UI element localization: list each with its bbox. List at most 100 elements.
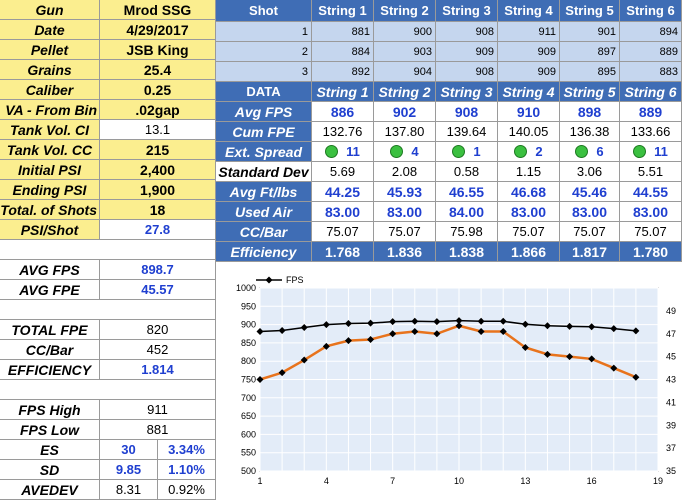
data-value-text: 84.00 <box>448 203 485 220</box>
shot-value: 908 <box>436 22 498 42</box>
shot-value-text: 909 <box>475 45 494 58</box>
data-value: 75.07 <box>560 222 620 242</box>
data-value: 44.55 <box>620 182 682 202</box>
y-tick-label: 500 <box>241 466 256 476</box>
sd-label: SD <box>0 460 100 480</box>
shot-value-text: 900 <box>413 25 432 38</box>
avedev-value-text: 8.31 <box>115 482 142 497</box>
y2-tick-label: 41 <box>666 397 676 407</box>
data-value: 84.00 <box>436 202 498 222</box>
data-value-text: 137.80 <box>384 124 425 139</box>
data-value-text: 44.25 <box>324 183 361 200</box>
series-line <box>259 319 636 333</box>
avg-fps-label: AVG FPS <box>0 260 100 280</box>
data-point-marker <box>322 342 330 350</box>
fps-high-label-text: FPS High <box>18 401 81 418</box>
data-value: 910 <box>498 102 560 122</box>
total-shots-value-text: 18 <box>149 201 166 218</box>
data-value: 139.64 <box>436 122 498 142</box>
data-row-label: Used Air <box>216 202 312 222</box>
sd-pct-text: 1.10% <box>168 462 205 477</box>
data-point-marker <box>256 376 264 383</box>
data-value: 1.817 <box>560 242 620 262</box>
efficiency-value-text: 1.814 <box>141 362 174 377</box>
data-value: 75.07 <box>312 222 374 242</box>
data-string-header-text: String 6 <box>624 83 677 100</box>
data-point-marker <box>477 317 485 325</box>
fps-low-value: 881 <box>100 420 216 440</box>
total-shots-label-text: Total. of Shots <box>0 201 97 218</box>
tank-cc-label: Tank Vol. CC <box>0 140 100 160</box>
data-point-marker <box>499 327 507 335</box>
y2-tick-label: 45 <box>666 352 676 362</box>
shot-string-header-text: String 2 <box>380 3 429 18</box>
va-value: .02gap <box>100 100 216 120</box>
y2-tick-label: 49 <box>666 306 676 316</box>
status-dot-icon <box>325 145 339 158</box>
shot-string-header: String 1 <box>312 0 374 22</box>
data-value-text: 44.55 <box>632 183 669 200</box>
data-point-marker <box>588 355 596 363</box>
data-point-marker <box>256 328 264 336</box>
data-row-label-text: Standard Dev <box>218 163 309 180</box>
shot-value: 892 <box>312 62 374 82</box>
data-point-marker <box>499 317 507 325</box>
y2-tick-label: 37 <box>666 443 676 453</box>
data-value-text: 5.69 <box>329 164 356 179</box>
y-tick-label: 650 <box>241 411 256 421</box>
avedev-value: 8.31 <box>100 480 158 500</box>
shot-value: 894 <box>620 22 682 42</box>
shot-number-text: 2 <box>301 45 308 58</box>
data-value: 140.05 <box>498 122 560 142</box>
pellet-label: Pellet <box>0 40 100 60</box>
status-dot-icon <box>633 145 647 158</box>
data-value-text: 5.51 <box>637 164 664 179</box>
shot-string-header: String 3 <box>436 0 498 22</box>
initial-psi-value-text: 2,400 <box>139 161 176 178</box>
data-row-label-text: Avg FPS <box>234 103 293 120</box>
data-value-text: 139.64 <box>446 124 487 139</box>
data-value-text: 75.07 <box>388 224 421 239</box>
avedev-pct-text: 0.92% <box>168 482 205 497</box>
data-value: 136.38 <box>560 122 620 142</box>
data-value-text: 83.00 <box>571 203 608 220</box>
data-value-text: 83.00 <box>632 203 669 220</box>
data-value-text: 1.768 <box>324 243 361 260</box>
shot-header: Shot <box>216 0 312 22</box>
x-tick-label: 4 <box>324 476 329 486</box>
data-row-label: Standard Dev <box>216 162 312 182</box>
data-value: 2 <box>498 142 560 162</box>
data-value-text: 136.38 <box>569 124 610 139</box>
data-value-text: 83.00 <box>386 203 423 220</box>
data-value-text: 0.58 <box>453 164 480 179</box>
data-value: 83.00 <box>498 202 560 222</box>
data-value: 5.69 <box>312 162 374 182</box>
shot-value: 889 <box>620 42 682 62</box>
caliber-label-text: Caliber <box>25 81 74 98</box>
series-line <box>259 324 637 381</box>
avg-fps-label-text: AVG FPS <box>19 261 80 278</box>
data-value-text: 898 <box>577 103 602 120</box>
data-value: 902 <box>374 102 436 122</box>
pellet-value-text: JSB King <box>126 41 189 58</box>
status-dot-icon <box>575 145 589 158</box>
data-value: 45.93 <box>374 182 436 202</box>
date-label: Date <box>0 20 100 40</box>
initial-psi-label-text: Initial PSI <box>17 161 81 178</box>
shot-string-header-text: String 5 <box>565 3 614 18</box>
date-value: 4/29/2017 <box>100 20 216 40</box>
data-value: 1 <box>436 142 498 162</box>
data-point-marker <box>543 322 551 330</box>
data-point-marker <box>433 330 441 338</box>
shot-header-text: Shot <box>249 3 278 18</box>
data-value: 2.08 <box>374 162 436 182</box>
data-value: 83.00 <box>620 202 682 222</box>
caliber-value-text: 0.25 <box>143 81 172 98</box>
data-row-label: CC/Bar <box>216 222 312 242</box>
shot-number: 1 <box>216 22 312 42</box>
shot-value-text: 889 <box>659 45 678 58</box>
grains-label-text: Grains <box>27 61 72 78</box>
shot-string-header: String 2 <box>374 0 436 22</box>
shot-string-header-text: String 3 <box>442 3 491 18</box>
shot-value: 909 <box>436 42 498 62</box>
